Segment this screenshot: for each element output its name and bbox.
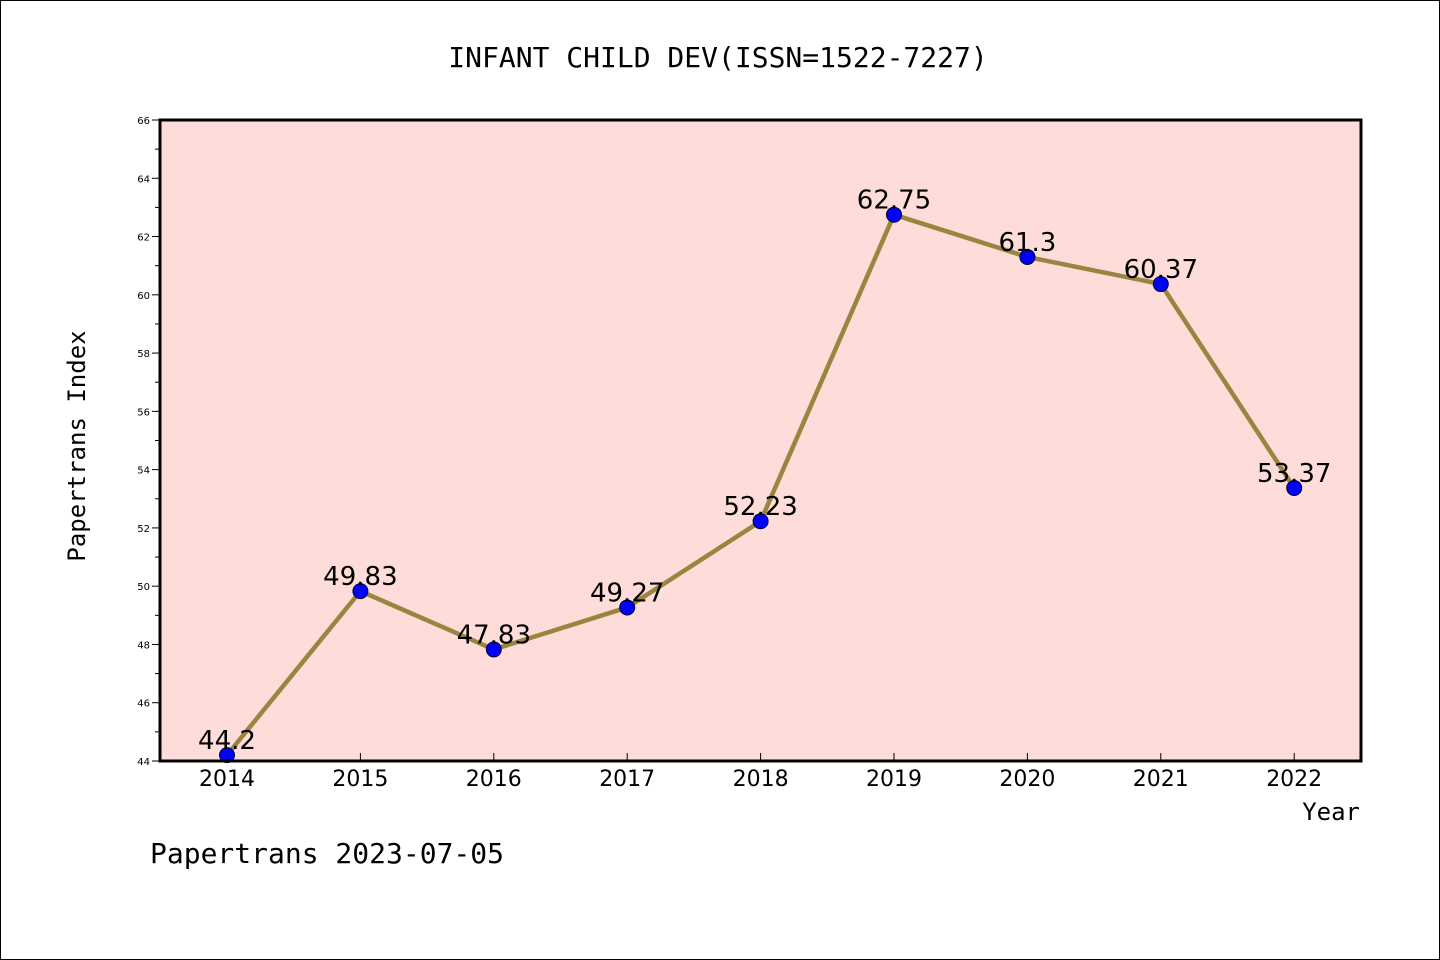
y-tick-label: 54	[137, 466, 150, 477]
x-tick-label: 2021	[1133, 767, 1189, 792]
y-tick-label: 64	[137, 174, 150, 185]
y-tick-label: 62	[137, 233, 150, 244]
y-tick-label: 50	[137, 582, 150, 593]
data-label: 62.75	[857, 186, 931, 216]
data-label: 52.23	[723, 492, 797, 522]
data-label: 53.37	[1257, 459, 1331, 489]
data-point	[219, 747, 235, 764]
chart-title: INFANT CHILD DEV(ISSN=1522-7227)	[448, 41, 987, 74]
y-tick-label: 48	[137, 640, 150, 651]
plot-border	[158, 118, 1363, 763]
y-tick-label: 44	[137, 757, 150, 768]
data-point	[619, 599, 636, 616]
data-point	[752, 513, 769, 530]
data-label: 61.3	[998, 228, 1056, 258]
data-label: 49.27	[590, 578, 664, 608]
data-label: 60.37	[1124, 255, 1198, 285]
data-labels: 44.2 49.83 47.83 49.27 52.23 62.75 61.3 60.37 53…	[198, 186, 1331, 756]
x-tick-label: 2020	[999, 767, 1055, 792]
y-tick-label: 60	[137, 291, 150, 302]
y-axis-label: Papertrans Index	[63, 330, 91, 561]
x-axis-label: Year	[1302, 798, 1360, 826]
x-tick-label: 2017	[599, 767, 655, 792]
series	[219, 206, 1303, 764]
x-tick-label: 2014	[199, 767, 255, 792]
data-point	[1286, 479, 1303, 496]
x-tick-label: 2016	[466, 767, 522, 792]
y-tick-label: 58	[137, 349, 150, 360]
x-tick-label: 2022	[1266, 767, 1322, 792]
y-axis: 44 46 48 50 52 54 56 58 60 62 64 66	[137, 116, 160, 768]
x-tick-label: 2018	[733, 767, 789, 792]
data-point	[485, 641, 502, 658]
data-point	[1152, 276, 1169, 293]
data-label: 44.2	[198, 726, 256, 756]
x-tick-label: 2015	[332, 767, 388, 792]
footer-date: Papertrans 2023-07-05	[150, 837, 504, 870]
data-point	[1019, 248, 1036, 265]
y-tick-label: 52	[137, 524, 150, 535]
x-tick-label: 2019	[866, 767, 922, 792]
x-axis: 2014 2015 2016 2017 2018 2019 2020 2021 2022	[199, 753, 1322, 792]
data-label: 49.83	[323, 562, 397, 592]
y-tick-label: 56	[137, 407, 150, 418]
data-point	[352, 583, 369, 600]
plot-area	[160, 120, 1361, 761]
y-tick-label: 66	[137, 116, 150, 127]
y-tick-label: 46	[137, 699, 150, 710]
data-label: 47.83	[457, 620, 531, 650]
data-point	[886, 206, 902, 223]
